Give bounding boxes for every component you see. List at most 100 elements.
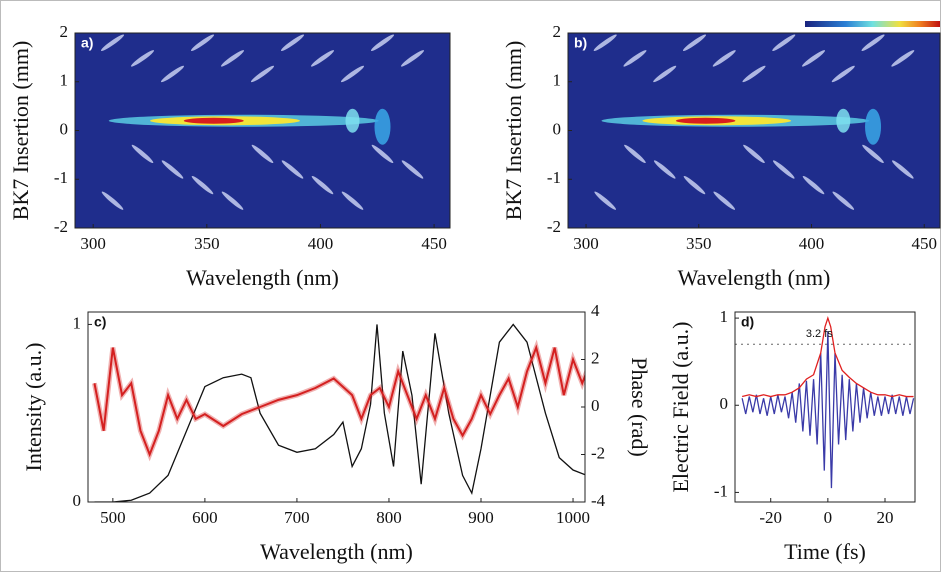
streak xyxy=(713,191,736,210)
y-tick-label: -2 xyxy=(54,217,68,236)
streak xyxy=(742,65,766,83)
x-tick-label: -20 xyxy=(759,508,782,527)
streak xyxy=(801,50,826,67)
panel-label: d) xyxy=(741,314,754,330)
x-tick-label: 450 xyxy=(911,234,937,253)
y-tick-label: 1 xyxy=(73,313,82,332)
plot-area xyxy=(735,316,915,489)
y-tick-label: 1 xyxy=(720,307,729,326)
streak xyxy=(130,50,155,67)
streak xyxy=(221,191,244,210)
y-tick-label: 1 xyxy=(553,71,562,90)
streak xyxy=(340,65,365,83)
streak xyxy=(191,175,214,195)
streak xyxy=(712,50,736,67)
y-axis-label: BK7 Insertion (mm) xyxy=(8,41,33,221)
x-tick-label: 300 xyxy=(573,234,599,253)
x-axis-label: Wavelength (nm) xyxy=(186,265,339,290)
streak xyxy=(831,65,855,83)
y2-axis-label: Phase (rad) xyxy=(627,357,652,457)
x-axis-label: Wavelength (nm) xyxy=(260,539,413,564)
plot-area xyxy=(91,323,585,502)
streak xyxy=(281,160,304,179)
heatmap-background xyxy=(568,33,940,228)
x-tick-label: 350 xyxy=(194,234,220,253)
streak xyxy=(653,160,676,179)
streak xyxy=(683,175,706,195)
y-axis-label: Intensity (a.u.) xyxy=(21,343,46,472)
blob xyxy=(374,108,391,145)
x-tick-label: 600 xyxy=(192,508,218,527)
streak xyxy=(131,144,154,164)
y-axis-label: BK7 Insertion (mm) xyxy=(501,41,526,221)
streak xyxy=(772,160,795,179)
line xyxy=(93,344,585,458)
axes-frame xyxy=(734,311,916,503)
x-axis-label: Wavelength (nm) xyxy=(678,265,831,290)
streak xyxy=(623,50,647,67)
y-tick-label: -2 xyxy=(547,217,561,236)
blob xyxy=(865,108,882,145)
x-axis-label: Time (fs) xyxy=(784,539,866,564)
streak xyxy=(400,50,425,67)
streak xyxy=(371,144,394,164)
x-tick-label: 500 xyxy=(100,508,126,527)
y-tick-label: 0 xyxy=(60,119,69,138)
y-tick-label: 0 xyxy=(73,491,82,510)
streak xyxy=(772,34,796,51)
streak xyxy=(251,144,274,164)
streak xyxy=(802,175,825,195)
y-tick-label: 2 xyxy=(553,22,562,41)
streak xyxy=(624,144,646,164)
y-tick-label: -1 xyxy=(54,168,68,187)
x-tick-label: 1000 xyxy=(556,508,590,527)
streak xyxy=(100,34,125,51)
streak xyxy=(593,34,617,51)
y-axis-label: Electric Field (a.u.) xyxy=(668,321,693,492)
x-tick-label: 700 xyxy=(284,508,310,527)
ridge xyxy=(675,117,736,124)
streak xyxy=(190,34,215,51)
streak xyxy=(832,191,855,210)
y-tick-label: 0 xyxy=(553,119,562,138)
y-tick-label: 2 xyxy=(60,22,69,41)
x-tick-label: 900 xyxy=(468,508,494,527)
streak xyxy=(891,50,915,67)
plot-area xyxy=(568,33,940,228)
x-tick-label: 450 xyxy=(421,234,447,253)
line xyxy=(94,323,585,502)
streak xyxy=(310,50,335,67)
y2-tick-label: 4 xyxy=(591,301,600,320)
streak xyxy=(220,50,245,67)
blob xyxy=(345,108,360,133)
streak xyxy=(653,65,677,83)
y2-tick-label: 2 xyxy=(591,348,600,367)
panel-label: b) xyxy=(574,35,587,51)
streak xyxy=(594,191,617,210)
line xyxy=(741,316,914,398)
streak xyxy=(401,160,424,179)
streak xyxy=(280,34,305,51)
plot-area xyxy=(75,33,450,228)
streak xyxy=(341,191,364,210)
ridge xyxy=(183,117,244,124)
heatmap-background xyxy=(75,33,450,228)
y2-tick-label: -4 xyxy=(591,491,606,510)
streak xyxy=(682,34,707,51)
x-tick-label: 400 xyxy=(308,234,334,253)
panel-label: a) xyxy=(81,35,93,51)
x-tick-label: 800 xyxy=(376,508,402,527)
streak xyxy=(161,160,184,179)
y2-tick-label: 0 xyxy=(591,396,600,415)
x-tick-label: 0 xyxy=(824,508,833,527)
blob xyxy=(836,108,851,133)
y-tick-label: -1 xyxy=(547,168,561,187)
streak xyxy=(101,191,124,210)
streak xyxy=(891,160,914,179)
x-tick-label: 300 xyxy=(80,234,106,253)
y-tick-label: -1 xyxy=(714,481,728,500)
y-tick-label: 1 xyxy=(60,71,69,90)
streak xyxy=(861,34,885,51)
streak xyxy=(370,34,395,51)
